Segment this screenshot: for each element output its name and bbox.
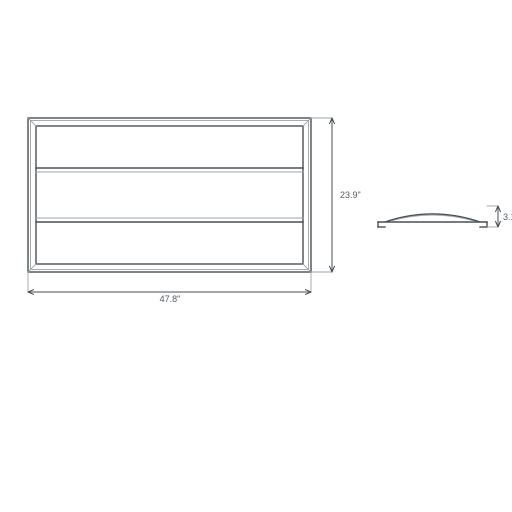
dim-width-label: 47.8" — [160, 294, 181, 304]
dim-depth-label: 3.1" — [503, 212, 512, 222]
front-view — [28, 118, 311, 272]
dim-height-label: 23.9" — [340, 190, 361, 200]
side-profile — [378, 206, 487, 227]
